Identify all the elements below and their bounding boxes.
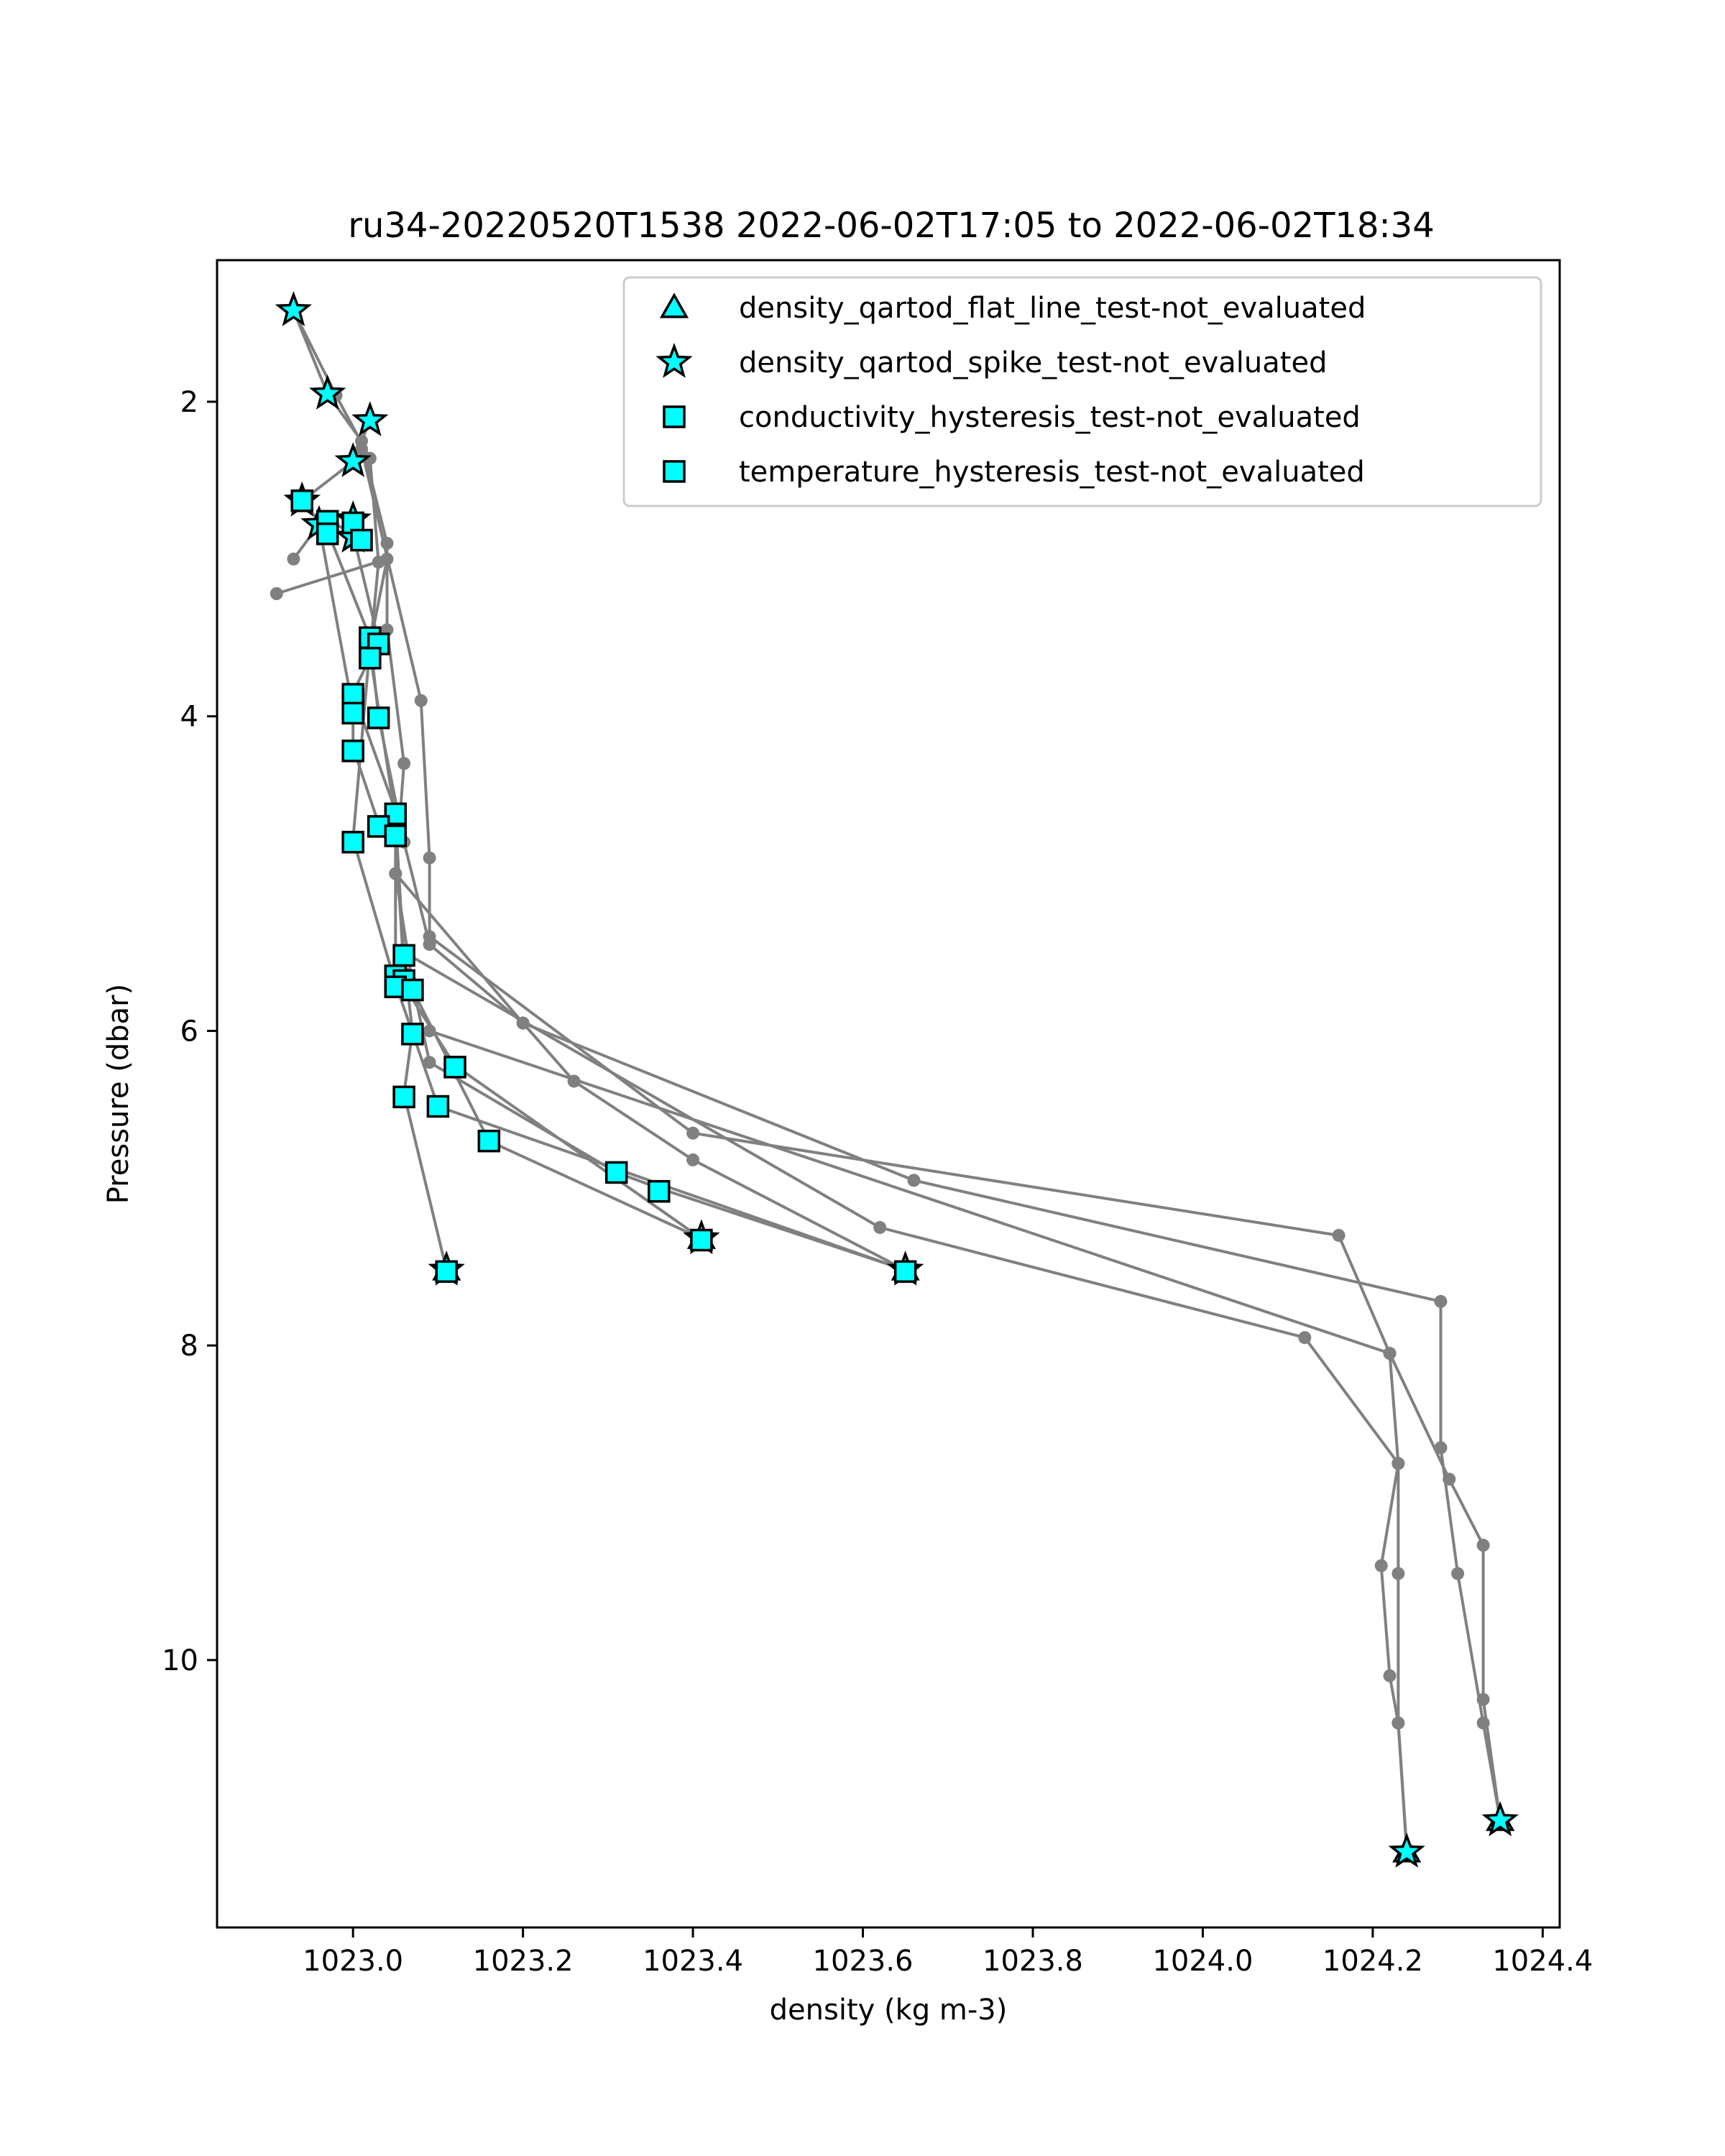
profile-7-point-2 <box>414 694 428 707</box>
profile-7-point-9 <box>1374 1559 1388 1572</box>
profile-7-point-1 <box>354 442 368 456</box>
profile-9-point-5 <box>1392 1567 1405 1580</box>
spike-flag-marker-2 <box>309 374 346 410</box>
hysteresis-flag-marker-27 <box>604 1161 628 1184</box>
y-axis-label: Pressure (dbar) <box>102 984 135 1204</box>
profile-8-point-6 <box>1451 1567 1465 1580</box>
y-tick-label: 6 <box>180 1015 198 1048</box>
x-tick-label: 1023.4 <box>643 1945 743 1978</box>
hysteresis-flag-marker-10 <box>341 701 364 725</box>
hysteresis-flag-marker-15 <box>384 824 408 847</box>
hysteresis-flag-marker-21 <box>401 978 424 1002</box>
x-tick-label: 1024.4 <box>1492 1945 1593 1978</box>
hysteresis-flag-marker-31 <box>893 1260 917 1284</box>
profile-6-point-1 <box>270 587 283 600</box>
profile-5-point-1 <box>287 552 300 566</box>
legend-marker-star <box>656 342 693 378</box>
profile-10-point-5 <box>1476 1692 1490 1706</box>
profile-8-point-3 <box>907 1174 921 1187</box>
profile-9-point-2 <box>873 1221 887 1235</box>
y-tick-label: 2 <box>180 386 198 419</box>
hysteresis-flag-marker-3 <box>316 522 339 545</box>
profile-9-point-4 <box>1392 1457 1405 1470</box>
hysteresis-flag-marker-12 <box>341 740 364 763</box>
profile-10-point-2 <box>1383 1347 1397 1360</box>
hysteresis-flag-marker-5 <box>350 528 373 552</box>
profile-9-point-3 <box>1298 1331 1312 1345</box>
plot-layer <box>270 290 1519 1868</box>
profile-7-point-5 <box>686 1126 700 1140</box>
hysteresis-flag-marker-8 <box>359 646 382 670</box>
profile-1-point-9 <box>423 1056 436 1069</box>
profile-2-point-3 <box>363 451 377 465</box>
hysteresis-flag-marker-22 <box>401 1023 424 1046</box>
hysteresis-flag-marker-1 <box>290 489 313 512</box>
profile-10-point-1 <box>423 1024 436 1038</box>
profile-7-point-10 <box>1383 1669 1397 1682</box>
hysteresis-flag-marker-11 <box>367 706 390 729</box>
hysteresis-flag-marker-23 <box>443 1056 466 1079</box>
legend-marker-triangle <box>659 292 689 318</box>
hysteresis-flag-marker-26 <box>477 1129 501 1153</box>
chart-title: ru34-20220520T1538 2022-06-02T17:05 to 2… <box>348 206 1435 246</box>
hysteresis-flag-marker-30 <box>435 1260 458 1284</box>
x-tick-label: 1023.8 <box>983 1945 1083 1978</box>
x-tick-label: 1024.2 <box>1322 1945 1423 1978</box>
profile-7-point-6 <box>1332 1228 1346 1242</box>
profile-line-10 <box>428 1029 1502 1821</box>
hysteresis-flag-marker-16 <box>341 831 364 854</box>
profile-8-point-4 <box>1434 1294 1448 1308</box>
hysteresis-flag-marker-28 <box>648 1179 671 1203</box>
spike-flag-marker-13 <box>1481 1801 1519 1837</box>
plot-area-frame <box>216 259 1561 1929</box>
spike-flag-marker-4 <box>334 442 372 477</box>
x-axis: 1023.0 1023.2 1023.4 1023.6 1023.8 1024.0 1024… <box>303 1927 1593 1978</box>
hysteresis-flag-marker-29 <box>690 1228 713 1252</box>
profile-3-point-11 <box>686 1153 700 1166</box>
hysteresis-flag-marker-24 <box>392 1085 415 1109</box>
profile-10-point-3 <box>1443 1473 1456 1486</box>
legend-entry-label: conductivity_hysteresis_test-not_evaluat… <box>739 401 1361 434</box>
hysteresis-flag-marker-17 <box>392 944 415 967</box>
spike-flag-marker-3 <box>351 401 389 437</box>
profile-8-point-1 <box>389 867 402 880</box>
profile-line-4 <box>326 518 703 1240</box>
legend-box <box>622 276 1542 507</box>
legend-marker-square <box>663 460 686 483</box>
profile-1-point-6 <box>397 757 411 770</box>
legend-entry-label: density_qartod_spike_test-not_evaluated <box>739 346 1327 379</box>
profile-7-point-4 <box>423 930 436 944</box>
spike-flag-marker-12 <box>1388 1832 1425 1868</box>
y-axis: 2 4 6 8 10 <box>162 386 217 1677</box>
spike-flag-marker-1 <box>275 290 313 326</box>
profile-9-point-6 <box>1392 1716 1405 1730</box>
profile-10-point-4 <box>1476 1539 1490 1552</box>
x-axis-label: density (kg m-3) <box>770 1994 1008 2027</box>
x-tick-label: 1023.2 <box>473 1945 574 1978</box>
y-tick-label: 8 <box>180 1330 198 1363</box>
x-tick-label: 1023.6 <box>813 1945 914 1978</box>
x-tick-label: 1023.0 <box>303 1945 403 1978</box>
profile-7-point-3 <box>423 851 436 865</box>
legend-entry-label: temperature_hysteresis_test-not_evaluate… <box>739 456 1365 489</box>
profile-8-point-5 <box>1434 1441 1448 1455</box>
y-tick-label: 4 <box>180 701 198 734</box>
hysteresis-flag-marker-9 <box>341 683 364 706</box>
hysteresis-flag-marker-25 <box>426 1095 450 1118</box>
legend-entry-label: density_qartod_flat_line_test-not_evalua… <box>739 292 1366 325</box>
y-tick-label: 10 <box>162 1644 198 1677</box>
legend: density_qartod_flat_line_test-not_evalua… <box>622 276 1542 507</box>
x-tick-label: 1024.0 <box>1152 1945 1253 1978</box>
legend-marker-square <box>663 405 686 428</box>
profile-line-7 <box>360 448 1409 1853</box>
